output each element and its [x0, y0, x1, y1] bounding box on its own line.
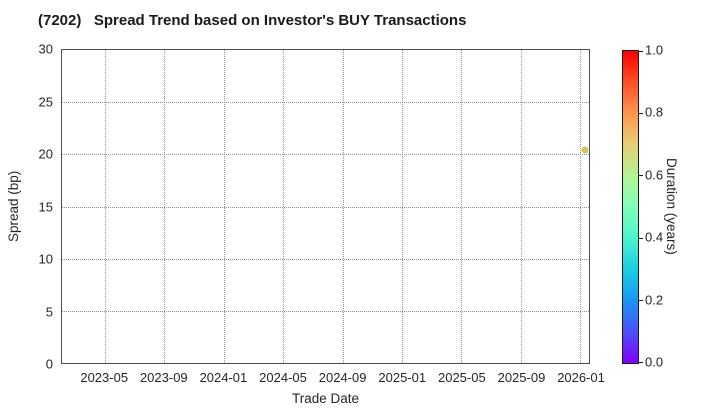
y-tick-label: 30	[38, 41, 53, 57]
x-tick-label: 2024-01	[199, 370, 248, 385]
x-tick-label: 2026-01	[557, 370, 605, 385]
colorbar-tick-label: 1.0	[645, 42, 664, 58]
horizontal-gridline	[62, 154, 589, 156]
y-tick-label: 0	[45, 356, 53, 372]
y-tick-label: 20	[38, 146, 53, 162]
horizontal-gridline	[62, 102, 589, 104]
x-tick-label: 2024-09	[318, 370, 367, 385]
x-tick-label: 2025-05	[437, 370, 486, 385]
y-axis-tick-labels: 0 5 10 15 20 25 30	[0, 42, 53, 372]
chart-title: (7202) Spread Trend based on Investor's …	[38, 12, 467, 29]
scatter-point	[581, 146, 589, 154]
x-tick-label: 2024-05	[259, 370, 307, 385]
colorbar	[622, 50, 643, 364]
horizontal-gridline	[62, 206, 589, 208]
y-tick-label: 10	[38, 251, 53, 267]
colorbar-tick	[638, 362, 643, 363]
x-tick-label: 2025-01	[378, 370, 427, 385]
x-axis-tick-labels: 2023-05 2023-09 2024-01 2024-05 2024-09 2025-…	[61, 370, 605, 386]
y-tick-label: 15	[38, 199, 53, 214]
colorbar-tick	[638, 112, 643, 114]
horizontal-gridline	[62, 310, 589, 312]
colorbar-tick	[638, 237, 643, 239]
colorbar-tick	[638, 51, 643, 52]
horizontal-gridline	[62, 258, 589, 260]
colorbar-tick	[638, 175, 643, 177]
colorbar-tick	[638, 300, 643, 302]
colorbar-tick-label: 0.0	[645, 354, 664, 370]
x-axis-label: Trade Date	[291, 391, 360, 406]
colorbar-tick-label: 0.6	[645, 167, 664, 183]
x-tick-label: 2023-05	[80, 370, 129, 385]
y-tick-label: 25	[38, 94, 53, 109]
x-tick-label: 2023-09	[139, 370, 188, 385]
colorbar-tick-label: 0.8	[645, 104, 664, 120]
y-axis-label: Spread (bp)	[6, 170, 21, 243]
colorbar-tick-labels: 0.0 0.2 0.4 0.6 0.8 1.0	[645, 43, 675, 370]
plot-area	[61, 49, 590, 364]
x-tick-label: 2025-09	[497, 370, 546, 385]
colorbar-label: Duration (years)	[664, 157, 679, 255]
colorbar-tick-label: 0.2	[645, 292, 664, 308]
colorbar-tick-label: 0.4	[645, 229, 664, 245]
y-tick-label: 5	[45, 304, 53, 319]
